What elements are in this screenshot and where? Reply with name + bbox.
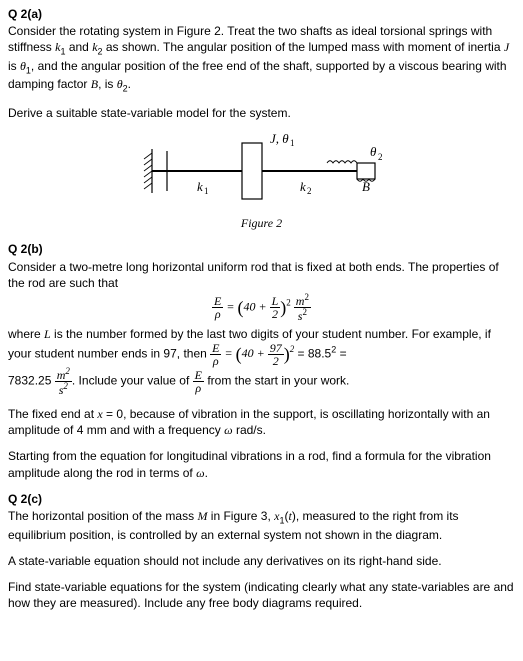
svg-text:k: k (300, 179, 306, 194)
svg-text:2: 2 (378, 152, 383, 162)
q2a-heading: Q 2(a) (8, 6, 515, 22)
q2c-body1: The horizontal position of the mass M in… (8, 508, 515, 543)
q2a-body: Consider the rotating system in Figure 2… (8, 23, 515, 95)
q2c-heading: Q 2(c) (8, 491, 515, 507)
svg-text:J, θ: J, θ (270, 131, 289, 146)
q2b-body3: 7832.25 m2s2. Include your value of Eρ f… (8, 367, 515, 396)
equation-1: Eρ = (40 + L2)2 m2s2 (8, 293, 515, 322)
q2b-heading: Q 2(b) (8, 241, 515, 257)
q2b-body4: The fixed end at x = 0, because of vibra… (8, 406, 515, 438)
svg-text:k: k (197, 179, 203, 194)
svg-text:2: 2 (307, 186, 312, 196)
svg-text:1: 1 (290, 138, 295, 148)
q2b-body1: Consider a two-metre long horizontal uni… (8, 259, 515, 291)
svg-text:1: 1 (204, 186, 209, 196)
figure-2-caption: Figure 2 (8, 215, 515, 231)
q2b-body2: where L is the number formed by the last… (8, 326, 515, 367)
svg-text:B: B (362, 179, 370, 194)
svg-text:θ: θ (370, 144, 377, 159)
figure-2: J, θ 1 θ 2 k 1 k 2 B Figure 2 (8, 131, 515, 231)
q2c-body3: Find state-variable equations for the sy… (8, 579, 515, 611)
q2c-body2: A state-variable equation should not inc… (8, 553, 515, 569)
q2b-body5: Starting from the equation for longitudi… (8, 448, 515, 480)
q2a-derive: Derive a suitable state-variable model f… (8, 105, 515, 121)
